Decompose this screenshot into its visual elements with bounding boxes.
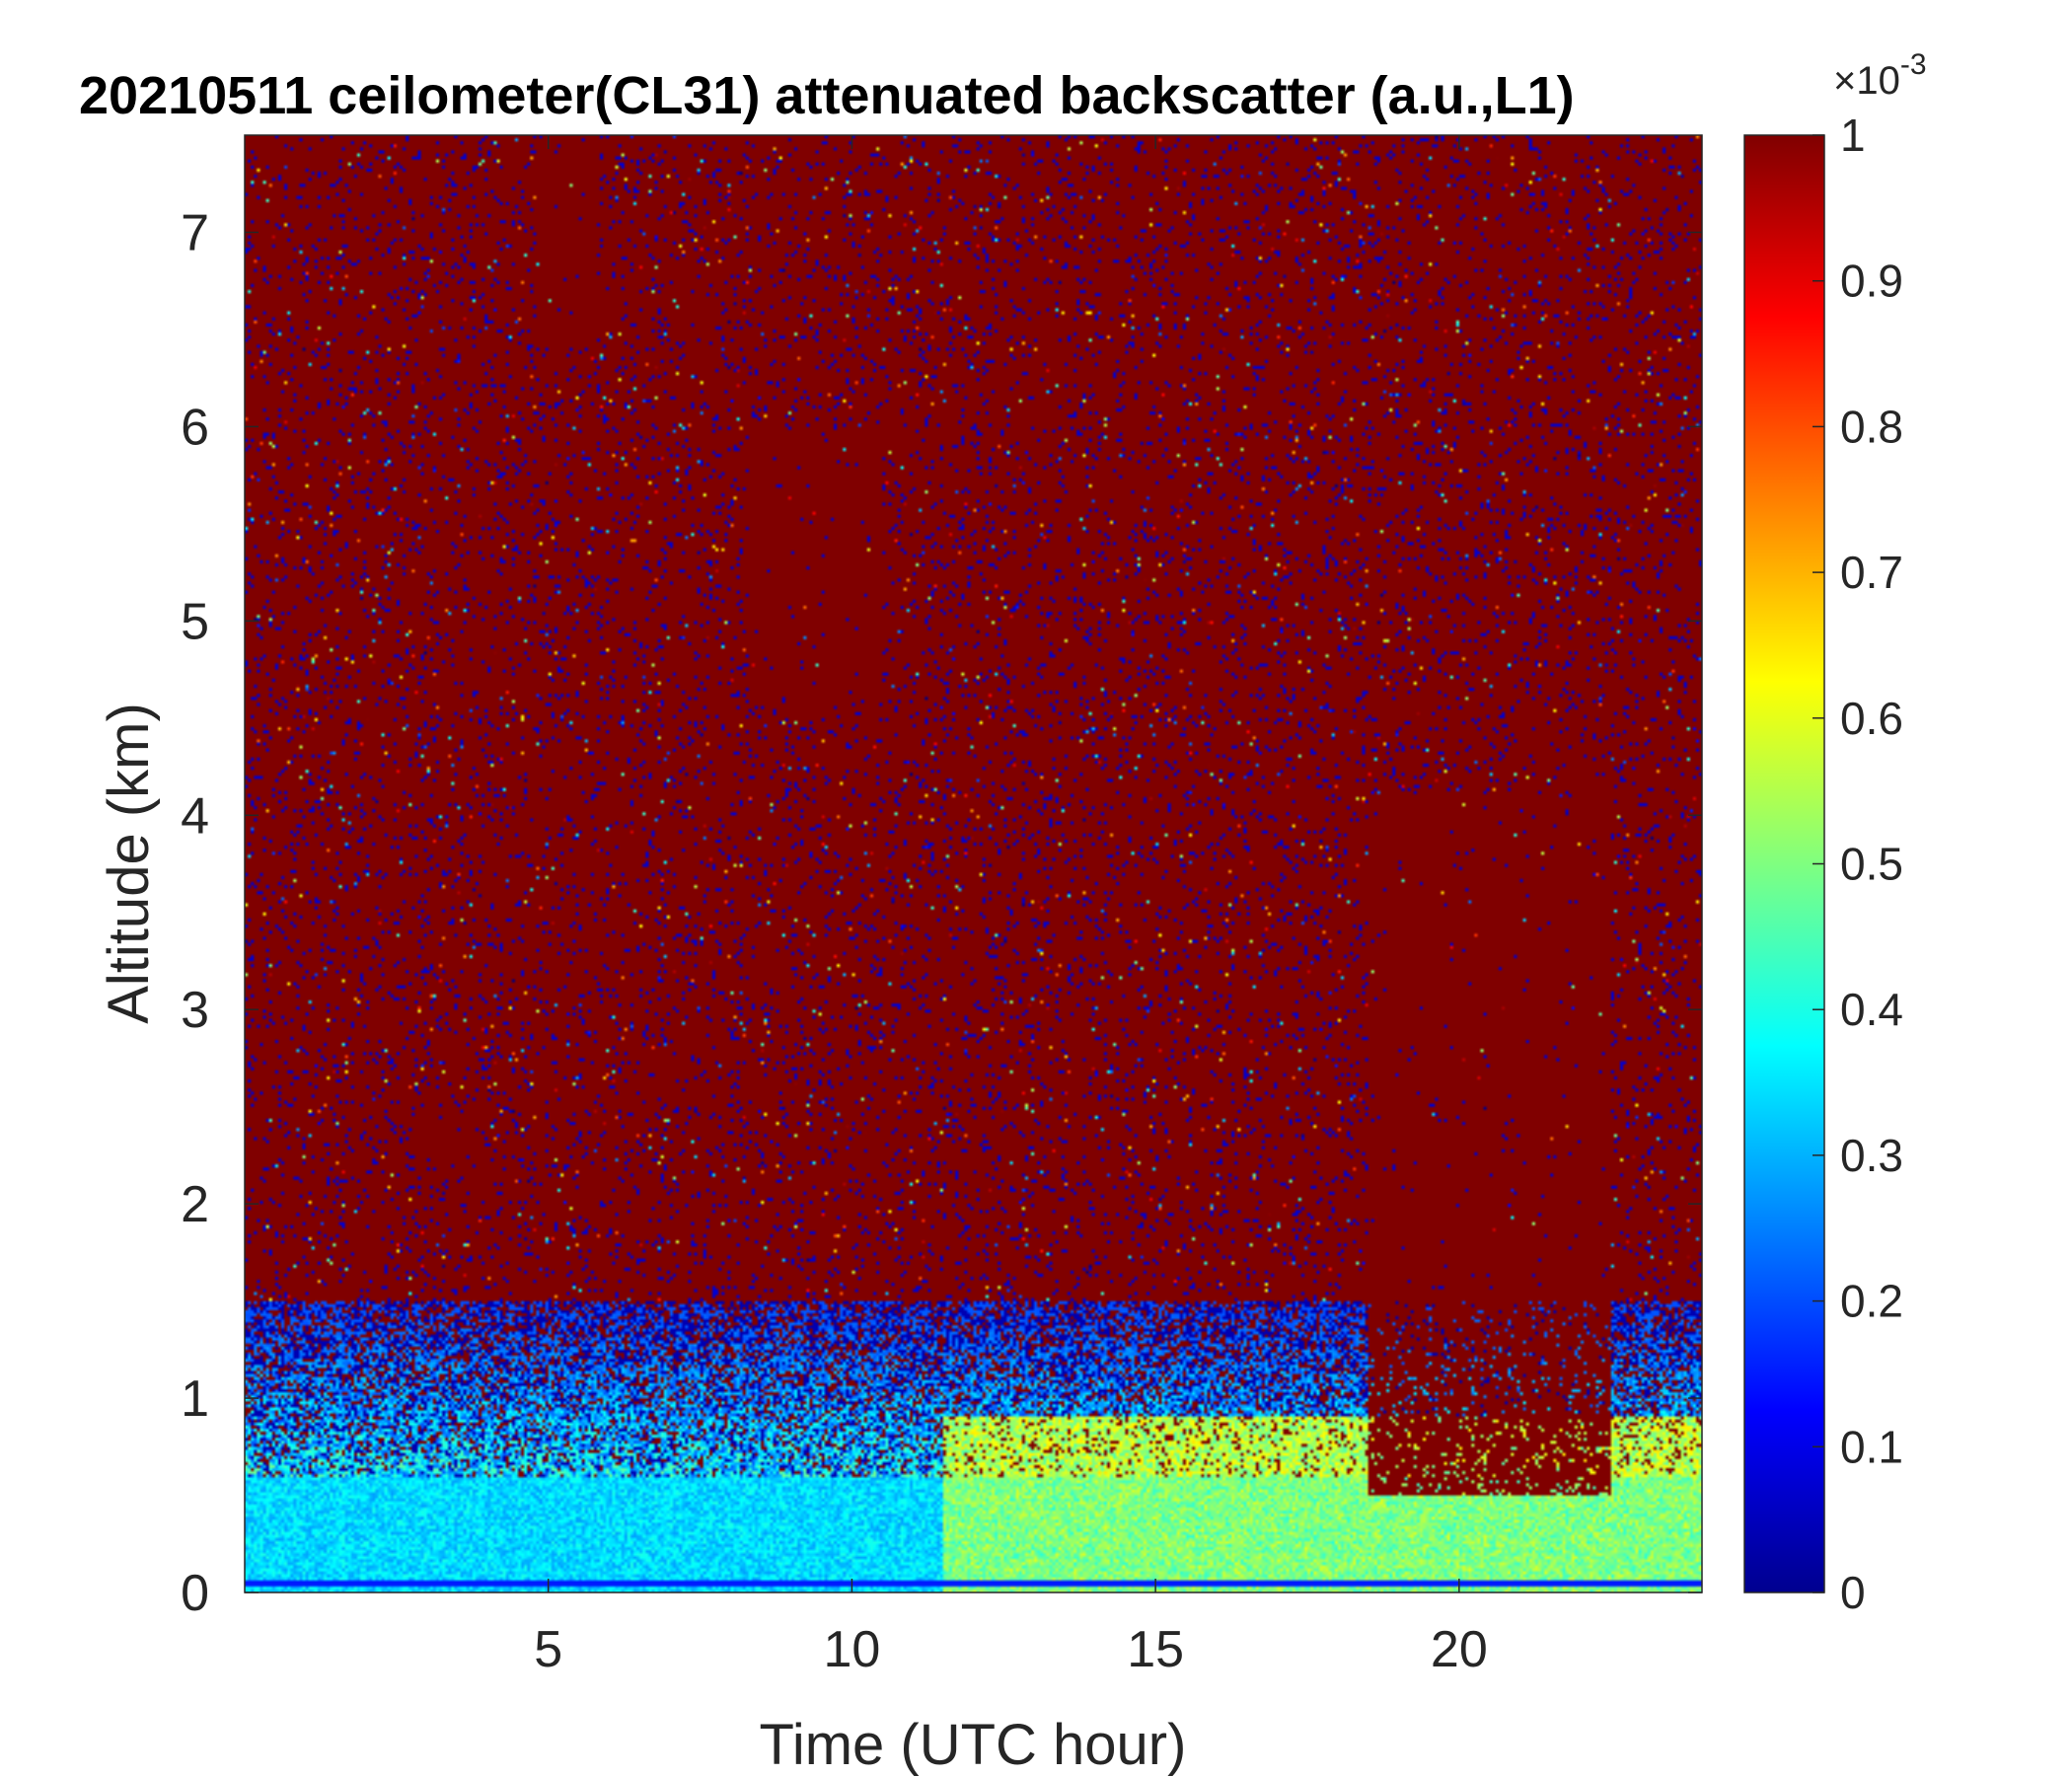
colorbar-tick-label: 0.7 bbox=[1840, 547, 1903, 598]
y-tick-label: 6 bbox=[181, 399, 209, 456]
colorbar-exponent: ×10-3 bbox=[1833, 48, 1927, 103]
colorbar-tick-label: 0.8 bbox=[1840, 401, 1903, 452]
colorbar-tick-label: 0.2 bbox=[1840, 1276, 1903, 1327]
chart-title: 20210511 ceilometer(CL31) attenuated bac… bbox=[79, 66, 1575, 125]
x-axis-label: Time (UTC hour) bbox=[760, 1713, 1187, 1776]
colorbar-exponent-base: ×10 bbox=[1833, 59, 1900, 103]
colorbar-tick-label: 0.3 bbox=[1840, 1130, 1903, 1181]
colorbar-tick-label: 0 bbox=[1840, 1567, 1866, 1618]
colorbar-tick-label: 0.9 bbox=[1840, 256, 1903, 307]
x-tick-label: 10 bbox=[823, 1621, 880, 1678]
y-axis: 0 1 2 3 4 5 6 7 bbox=[181, 204, 1702, 1622]
x-tick-label: 5 bbox=[534, 1621, 562, 1678]
plot-frame bbox=[244, 134, 1703, 1593]
colorbar-tick-label: 0.1 bbox=[1840, 1421, 1903, 1472]
colorbar-tick-label: 0.6 bbox=[1840, 693, 1903, 744]
colorbar-tick-label: 1 bbox=[1840, 110, 1866, 161]
y-tick-label: 5 bbox=[181, 593, 209, 650]
colorbar-exponent-power: -3 bbox=[1900, 48, 1927, 81]
x-axis: 5 10 15 20 bbox=[534, 135, 1488, 1678]
colorbar-tick-label: 0.5 bbox=[1840, 839, 1903, 890]
y-tick-label: 7 bbox=[181, 204, 209, 261]
backscatter-image bbox=[245, 135, 1702, 1592]
y-tick-label: 4 bbox=[181, 787, 209, 845]
y-tick-label: 0 bbox=[181, 1565, 209, 1622]
heatmap bbox=[245, 135, 1702, 1592]
y-axis-label: Altitude (km) bbox=[97, 703, 161, 1024]
x-tick-label: 20 bbox=[1431, 1621, 1488, 1678]
colorbar-ticks: 0 0.1 0.2 0.3 0.4 0.5 0.6 0.7 0.8 0.9 1 bbox=[1813, 110, 1903, 1618]
colorbar: 0 0.1 0.2 0.3 0.4 0.5 0.6 0.7 0.8 0.9 1 ×10-3 bbox=[1743, 48, 1927, 1618]
y-tick-label: 3 bbox=[181, 982, 209, 1039]
colorbar-tick-label: 0.4 bbox=[1840, 984, 1903, 1035]
colorbar-gradient bbox=[1743, 134, 1825, 1593]
y-tick-label: 2 bbox=[181, 1176, 209, 1233]
x-tick-label: 15 bbox=[1127, 1621, 1184, 1678]
y-tick-label: 1 bbox=[181, 1370, 209, 1428]
